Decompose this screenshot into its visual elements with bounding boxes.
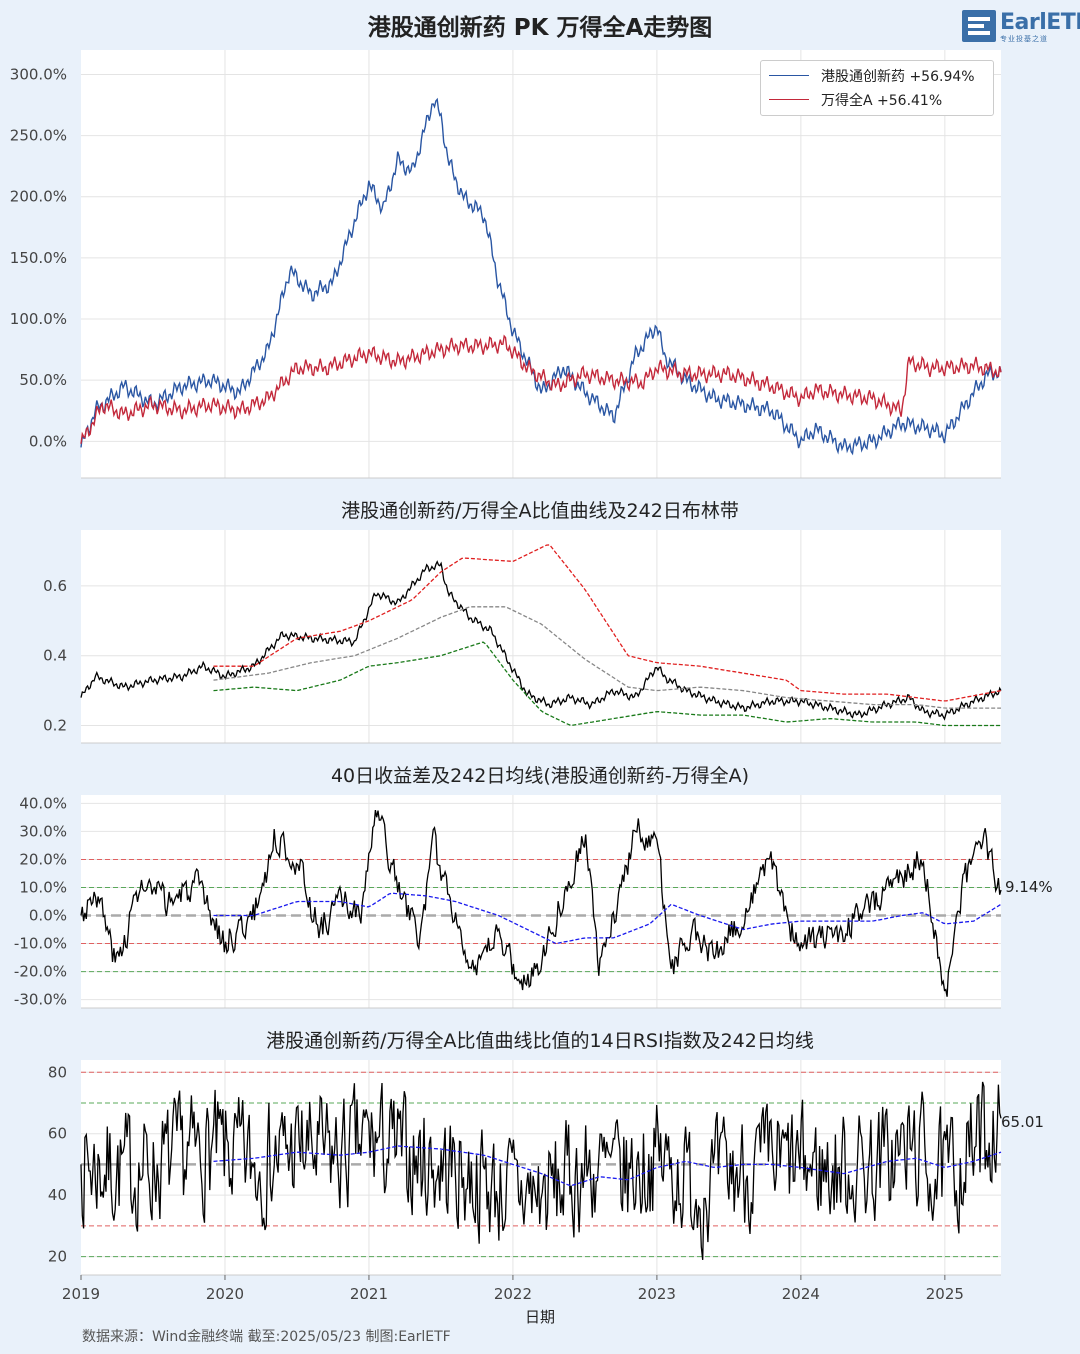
panel-4: 20 40 60 80 2019 2020 2021 2022 2023 2024 2025 xyxy=(48,1060,1002,1303)
y-tick-label: 300.0% xyxy=(10,65,67,83)
y-tick-label: 0.4 xyxy=(43,647,67,665)
series-line-ma xyxy=(213,892,1002,945)
panel4-title: 港股通创新药/万得全A比值曲线比值的14日RSI指数及242日均线 xyxy=(266,1030,814,1052)
logo-subtitle: 专业投基之道 xyxy=(1000,35,1048,43)
logo-mark-icon xyxy=(962,10,996,42)
legend-label: 万得全A +56.41% xyxy=(821,93,943,109)
series-line-middle xyxy=(213,606,1001,709)
spread-end-label: 9.14% xyxy=(1005,878,1053,896)
y-tick-label: -10.0% xyxy=(14,935,67,953)
y-tick-label: -20.0% xyxy=(14,963,67,981)
series-line-upper xyxy=(213,544,1002,702)
source-footer: 数据来源：Wind金融终端 截至:2025/05/23 制图:EarlETF xyxy=(82,1329,451,1345)
rsi-end-label: 65.01 xyxy=(1001,1113,1044,1131)
plot-area xyxy=(81,50,1001,478)
series-line-rsi xyxy=(80,1081,1002,1260)
y-tick-label: 30.0% xyxy=(19,822,67,840)
y-tick-label: 0.6 xyxy=(43,577,67,595)
x-tick-label: 2021 xyxy=(350,1285,388,1303)
legend-swatch xyxy=(769,75,809,76)
legend-swatch xyxy=(769,99,809,100)
panel3-title: 40日收益差及242日均线(港股通创新药-万得全A) xyxy=(330,765,750,787)
x-axis-label: 日期 xyxy=(524,1308,555,1326)
series-line-ratio xyxy=(80,560,1002,721)
y-tick-label: 40.0% xyxy=(19,794,67,812)
panel-1: 0.0% 50.0% 100.0% 150.0% 200.0% 250.0% 300.0% xyxy=(10,50,1002,479)
legend: 港股通创新药 +56.94% 万得全A +56.41% xyxy=(760,60,994,116)
x-tick-label: 2023 xyxy=(638,1285,676,1303)
series-line-series-1 xyxy=(80,334,1002,444)
y-tick-label: 60 xyxy=(48,1125,67,1143)
legend-item-innovative-drug: 港股通创新药 +56.94% xyxy=(769,66,989,86)
plot-area xyxy=(81,1060,1001,1275)
series-line-lower xyxy=(213,641,1001,727)
plot-area xyxy=(81,530,1001,743)
main-title: 港股通创新药 PK 万得全A走势图 xyxy=(367,15,713,41)
x-tick-label: 2020 xyxy=(206,1285,244,1303)
y-tick-label: 10.0% xyxy=(19,878,67,896)
series-line-series-0 xyxy=(80,97,1002,456)
y-tick-label: 0.0% xyxy=(29,432,67,450)
y-tick-label: 50.0% xyxy=(19,371,67,389)
y-tick-label: -30.0% xyxy=(14,991,67,1009)
x-tick-label: 2025 xyxy=(926,1285,964,1303)
x-tick-label: 2024 xyxy=(782,1285,820,1303)
y-tick-label: 20 xyxy=(48,1248,67,1266)
panel-2: 0.2 0.4 0.6 xyxy=(43,530,1002,744)
y-tick-label: 0.0% xyxy=(29,907,67,925)
logo-text: EarlETF xyxy=(1000,10,1080,35)
legend-item-wind-all-a: 万得全A +56.41% xyxy=(769,90,989,110)
x-tick-label: 2019 xyxy=(62,1285,100,1303)
series-line-spread xyxy=(80,809,1002,997)
y-tick-label: 200.0% xyxy=(10,188,67,206)
y-tick-label: 40 xyxy=(48,1186,67,1204)
y-tick-label: 150.0% xyxy=(10,249,67,267)
x-tick-label: 2022 xyxy=(494,1285,532,1303)
y-tick-label: 0.2 xyxy=(43,717,67,735)
panel2-title: 港股通创新药/万得全A比值曲线及242日布林带 xyxy=(341,500,739,522)
series-line-ma xyxy=(213,1145,1002,1187)
legend-label: 港股通创新药 +56.94% xyxy=(821,69,975,85)
y-tick-label: 100.0% xyxy=(10,310,67,328)
panel-3: -30.0% -20.0% -10.0% 0.0% 10.0% 20.0% 30.0% 40.… xyxy=(14,794,1002,1009)
y-tick-label: 80 xyxy=(48,1063,67,1081)
plot-area xyxy=(81,795,1001,1008)
y-tick-label: 250.0% xyxy=(10,127,67,145)
earletf-logo: EarlETF 专业投基之道 xyxy=(962,10,1080,44)
y-tick-label: 20.0% xyxy=(19,850,67,868)
